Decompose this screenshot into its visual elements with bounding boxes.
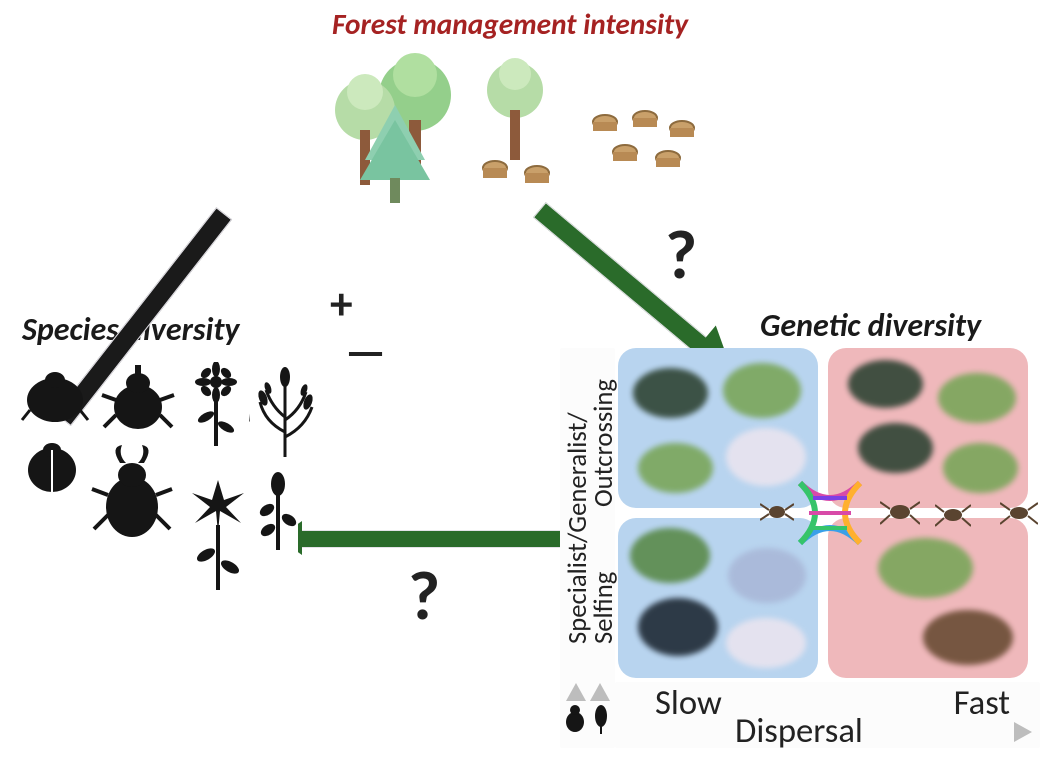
spider-2 [880,498,920,531]
plus-sign: + [330,277,353,332]
axis-horizontal-arrow [1014,722,1032,742]
blob-grass-4 [943,443,1018,493]
axis-horizontal-strip: Slow Fast Dispersal [615,682,1040,748]
plant-daisy [189,362,244,457]
plant-pointy-flower [186,475,251,600]
blob-flower-2 [726,618,806,668]
axis-mini-leaf [590,704,612,734]
blob-grass-2 [638,443,713,493]
insect-stag-beetle [90,445,175,550]
blob-fern [630,528,710,583]
plant-leafy [258,470,298,555]
blob-insect-1 [633,368,708,418]
qmark-bottom: ? [408,553,440,638]
axis-vertical-arrow-2 [590,683,610,701]
forest-dense-svg [330,50,460,205]
insect-weevil [100,365,175,440]
forest-sparse-card [475,50,565,185]
title-forest-management: Forest management intensity [332,6,688,42]
qmark-right: ? [665,212,697,297]
blob-insect-2 [848,360,923,408]
plant-herb [250,362,320,462]
axis-selfing: Selfing [588,548,620,668]
arrow-species-genetic [300,530,582,548]
axis-slow: Slow [655,682,722,724]
blob-violets [728,548,806,603]
forest-dense-card [330,50,460,205]
blob-flower-1 [726,428,806,486]
blob-insect-3 [858,423,933,473]
insect-round-beetle [20,370,90,430]
quad-top-left [618,348,818,508]
diagram-stage: Forest management intensity [0,0,1040,766]
blob-cockchafer [923,610,1013,665]
axis-outcrossing: Outcrossing [588,358,620,528]
forest-sparse-svg [475,50,565,185]
blob-dor-beetle [638,598,718,656]
spider-1 [760,500,794,529]
spider-3 [935,502,971,533]
axis-vertical-strip: Specialist/Generalist/ Outcrossing Selfi… [560,348,615,748]
insect-ladybird [22,440,82,500]
dna-helix-icon [795,478,865,548]
blob-grass-3 [938,373,1016,423]
quad-bottom-left [618,518,818,678]
axis-fast: Fast [954,682,1010,724]
axis-dispersal: Dispersal [735,710,863,752]
minus-sign: — [345,325,386,380]
stumps-cluster [590,110,700,180]
title-genetic-diversity: Genetic diversity [760,306,981,345]
blob-grass-5 [878,538,973,598]
blob-grass-1 [723,363,801,418]
axis-mini-beetle [563,704,587,734]
spider-4 [1000,500,1038,531]
axis-vertical-arrow-1 [566,683,586,701]
